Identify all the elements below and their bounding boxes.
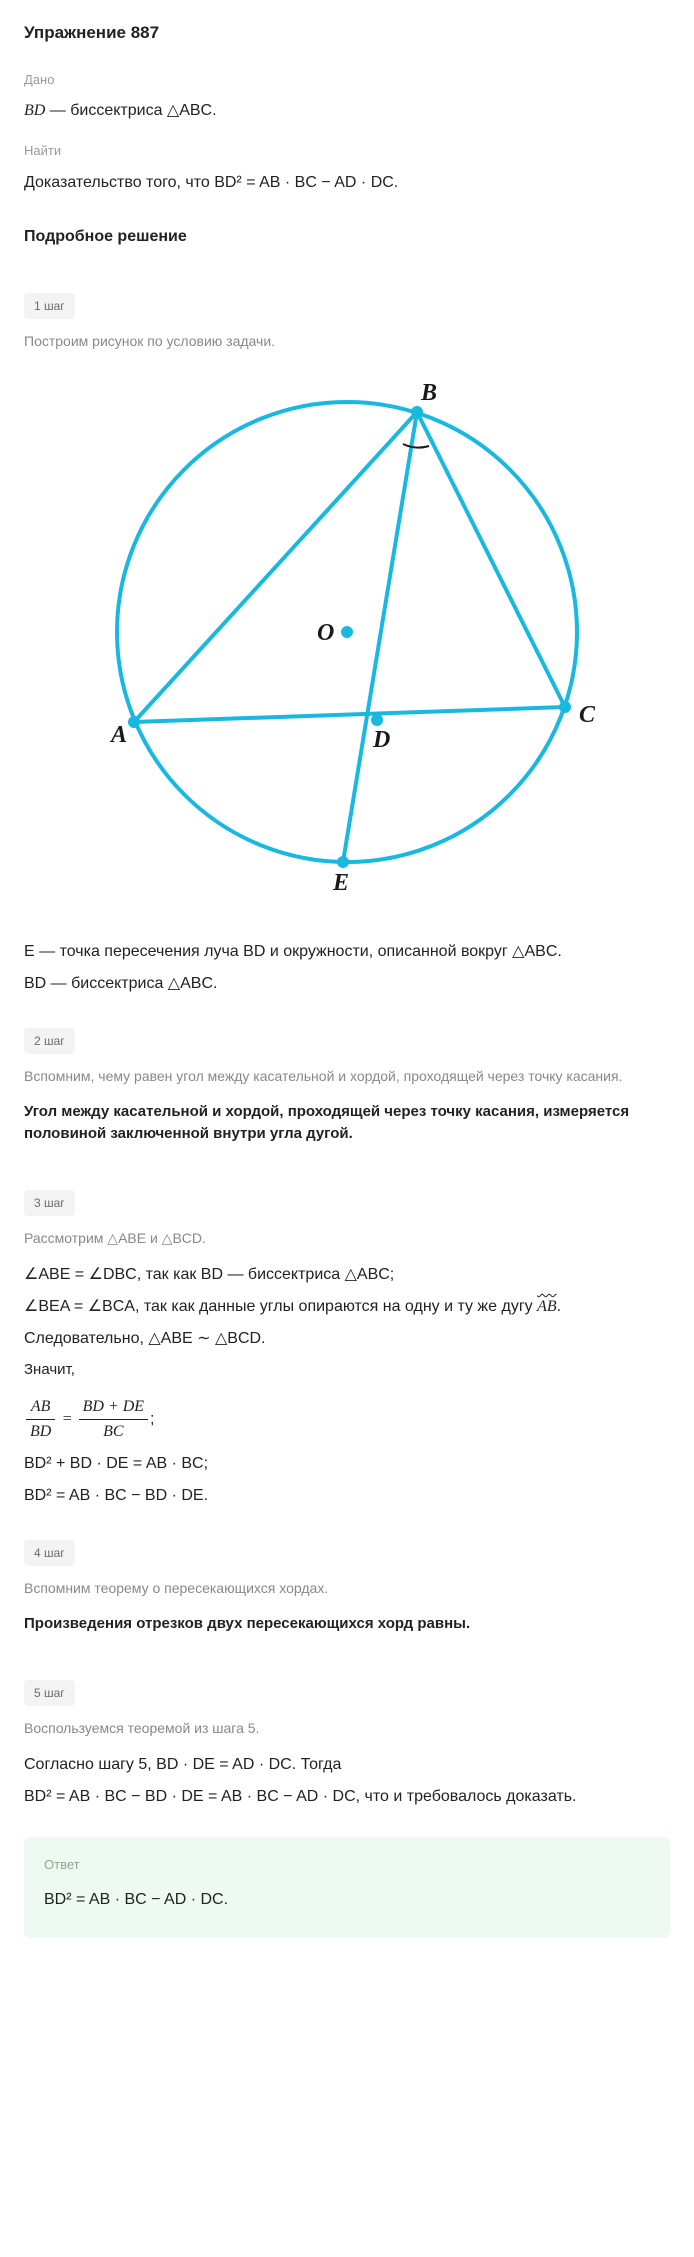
frac-right: BD + DE BC xyxy=(79,1395,148,1444)
find-text: Доказательство того, что BD² = AB · BC −… xyxy=(24,171,670,195)
step3-l2-post: . xyxy=(557,1298,561,1315)
svg-text:A: A xyxy=(109,722,127,748)
frac-left-num: AB xyxy=(26,1395,55,1420)
given-text: BD — биссектриса △ABC. xyxy=(24,99,670,123)
step2-badge: 2 шаг xyxy=(24,1028,75,1054)
step3-l5: BD² + BD · DE = AB · BC; xyxy=(24,1452,670,1476)
svg-text:E: E xyxy=(332,870,349,896)
frac-left-den: BD xyxy=(26,1420,55,1444)
step3-l3: Следовательно, △ABE ∼ △BCD. xyxy=(24,1327,670,1351)
arc-ab: AB xyxy=(537,1298,557,1315)
svg-text:C: C xyxy=(579,702,596,728)
given-post: — биссектриса △ABC. xyxy=(45,102,216,119)
step3-l2-pre: ∠BEA = ∠BCA, так как данные углы опирают… xyxy=(24,1298,537,1315)
semicolon: ; xyxy=(150,1411,154,1428)
step1-desc: Построим рисунок по условию задачи. xyxy=(24,331,670,352)
step4-bold: Произведения отрезков двух пересекающихс… xyxy=(24,1613,670,1636)
svg-text:D: D xyxy=(372,727,390,753)
frac-left: AB BD xyxy=(26,1395,55,1444)
step1-badge: 1 шаг xyxy=(24,293,75,319)
after-fig-line1: E — точка пересечения луча BD и окружнос… xyxy=(24,940,670,964)
given-label: Дано xyxy=(24,70,670,90)
step5-desc: Воспользуемся теоремой из шага 5. xyxy=(24,1718,670,1739)
step3-l2: ∠BEA = ∠BCA, так как данные углы опирают… xyxy=(24,1295,670,1319)
answer-text: BD² = AB · BC − AD · DC. xyxy=(44,1888,650,1912)
step3-l6: BD² = AB · BC − BD · DE. xyxy=(24,1484,670,1508)
given-var: BD xyxy=(24,102,45,119)
frac-right-den: BC xyxy=(79,1420,148,1444)
circle-diagram: A B C D E O xyxy=(77,372,617,912)
frac-right-num: BD + DE xyxy=(79,1395,148,1420)
answer-box: Ответ BD² = AB · BC − AD · DC. xyxy=(24,1837,670,1939)
page-title: Упражнение 887 xyxy=(24,20,670,46)
eq-sign: = xyxy=(62,1411,77,1428)
solution-heading: Подробное решение xyxy=(24,225,670,249)
step4-badge: 4 шаг xyxy=(24,1540,75,1566)
answer-label: Ответ xyxy=(44,1855,650,1875)
step3-badge: 3 шаг xyxy=(24,1190,75,1216)
step5-l1: Согласно шагу 5, BD · DE = AD · DC. Тогд… xyxy=(24,1753,670,1777)
step5-l2: BD² = AB · BC − BD · DE = AB · BC − AD ·… xyxy=(24,1785,670,1809)
find-label: Найти xyxy=(24,141,670,161)
step5-badge: 5 шаг xyxy=(24,1680,75,1706)
svg-text:B: B xyxy=(420,380,437,406)
step4-desc: Вспомним теорему о пересекающихся хордах… xyxy=(24,1578,670,1599)
step3-l4: Значит, xyxy=(24,1359,670,1382)
after-fig-line2: BD — биссектриса △ABC. xyxy=(24,972,670,996)
svg-text:O: O xyxy=(317,620,334,646)
step2-desc: Вспомним, чему равен угол между касатель… xyxy=(24,1066,670,1087)
step3-desc: Рассмотрим △ABE и △BCD. xyxy=(24,1228,670,1249)
step2-bold: Угол между касательной и хордой, проходя… xyxy=(24,1101,670,1146)
figure: A B C D E O xyxy=(24,372,670,912)
step3-l1: ∠ABE = ∠DBC, так как BD — биссектриса △A… xyxy=(24,1263,670,1287)
step3-frac-line: AB BD = BD + DE BC ; xyxy=(24,1395,670,1444)
